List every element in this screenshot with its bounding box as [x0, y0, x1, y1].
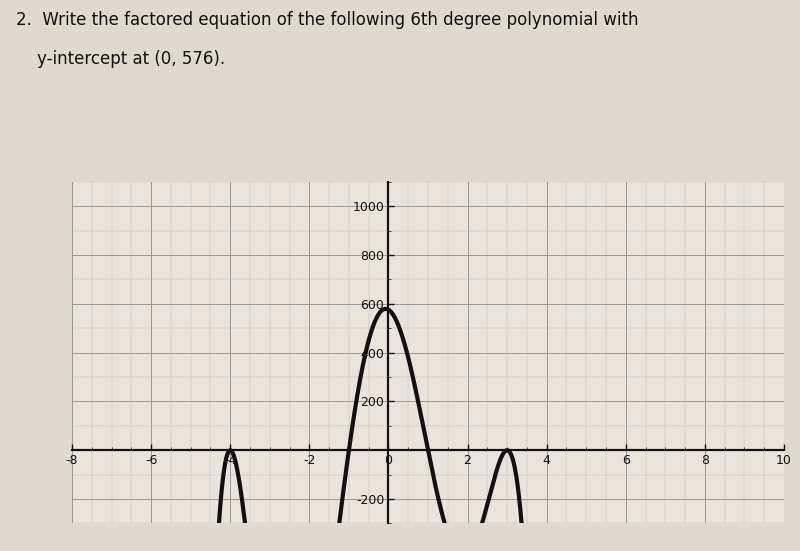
Text: y-intercept at (0, 576).: y-intercept at (0, 576).: [16, 50, 225, 68]
Text: 2.  Write the factored equation of the following 6th degree polynomial with: 2. Write the factored equation of the fo…: [16, 11, 638, 29]
